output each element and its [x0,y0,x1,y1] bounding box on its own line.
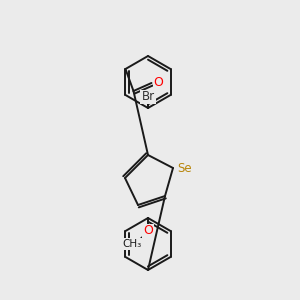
Text: CH₃: CH₃ [122,239,142,249]
Text: Br: Br [141,91,154,103]
Text: Se: Se [178,163,192,176]
Text: O: O [154,76,164,89]
Text: O: O [143,224,153,238]
